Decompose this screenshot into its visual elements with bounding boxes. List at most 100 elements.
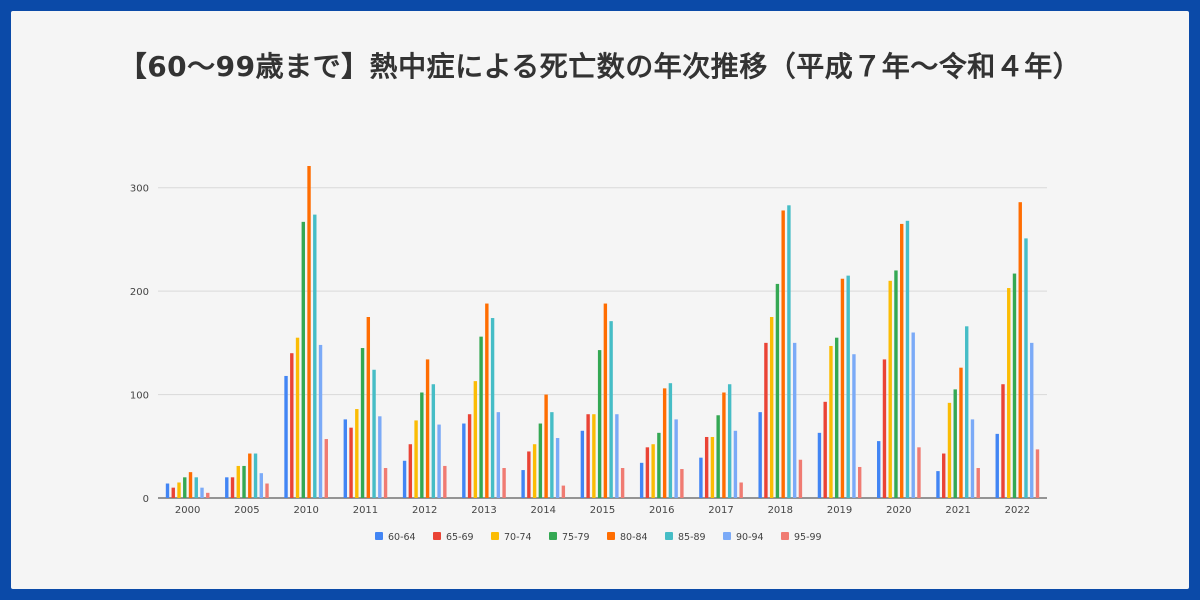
bar-65-69-2014 xyxy=(527,451,531,498)
bar-60-64-2016 xyxy=(639,462,644,498)
legend-item-70-74[interactable]: 70-74 xyxy=(491,532,532,543)
bar-85-89-2011 xyxy=(372,369,376,498)
x-tick-label: 2021 xyxy=(945,505,970,516)
bar-60-64-2015 xyxy=(580,430,585,498)
bar-80-84-2010 xyxy=(307,165,311,499)
chart-area: 0 100 200 300 2000 2005 2010 2011 2012 2013 2014 2… xyxy=(11,11,1189,589)
bar-70-74-2014 xyxy=(532,444,537,498)
x-tick-label: 2010 xyxy=(293,505,318,516)
bar-65-69-2012 xyxy=(408,444,413,498)
legend-swatch xyxy=(549,532,557,540)
bar-85-89-2017 xyxy=(727,384,732,498)
x-tick-label: 2014 xyxy=(531,505,556,516)
bar-95-99-2015 xyxy=(620,468,625,498)
bar-65-69-2016 xyxy=(645,447,650,498)
bar-60-64-2017 xyxy=(699,457,703,498)
legend-swatch xyxy=(781,532,789,540)
bar-60-64-2014 xyxy=(521,470,525,498)
legend-label: 95-99 xyxy=(794,532,822,543)
bar-75-79-2014 xyxy=(538,423,543,498)
bar-70-74-2012 xyxy=(414,420,418,498)
bar-70-74-2011 xyxy=(355,409,359,498)
x-tick-label: 2018 xyxy=(768,505,793,516)
legend-swatch xyxy=(375,532,383,540)
bar-70-74-2018 xyxy=(769,317,774,498)
bar-85-89-2015 xyxy=(609,321,613,498)
bar-75-79-2013 xyxy=(479,336,483,498)
bar-95-99-2022 xyxy=(1035,449,1040,498)
x-axis: 2000 2005 2010 2011 2012 2013 2014 2015 2016 2017… xyxy=(175,505,1030,516)
bar-80-84-2015 xyxy=(603,303,608,498)
legend-label: 80-84 xyxy=(620,532,648,543)
y-tick-label: 100 xyxy=(130,391,149,402)
bar-95-99-2016 xyxy=(680,469,684,498)
x-tick-label: 2015 xyxy=(590,505,615,516)
bar-70-74-2020 xyxy=(888,280,892,498)
bar-70-74-2017 xyxy=(710,436,715,498)
bar-95-99-2019 xyxy=(857,466,862,498)
legend-item-95-99[interactable]: 95-99 xyxy=(781,532,822,543)
bar-90-94-2021 xyxy=(970,419,975,498)
bar-85-89-2000 xyxy=(194,477,198,498)
bar-85-89-2022 xyxy=(1024,238,1028,498)
bar-75-79-2021 xyxy=(953,389,957,498)
gridlines xyxy=(158,187,1047,499)
bar-60-64-2018 xyxy=(758,412,762,498)
legend: 60-64 65-69 70-74 75-79 80-84 85-89 90-94 95-99 xyxy=(375,532,822,543)
bar-75-79-2015 xyxy=(597,350,602,498)
bar-80-84-2021 xyxy=(959,367,963,498)
bar-70-74-2013 xyxy=(473,381,478,498)
bar-90-94-2011 xyxy=(378,416,382,498)
bar-95-99-2013 xyxy=(502,468,506,498)
bar-90-94-2013 xyxy=(496,412,501,498)
legend-swatch xyxy=(723,532,731,540)
bar-90-94-2015 xyxy=(615,414,619,498)
legend-label: 70-74 xyxy=(504,532,532,543)
bar-70-74-2000 xyxy=(177,482,181,498)
bar-60-64-2010 xyxy=(284,375,288,498)
bar-95-99-2010 xyxy=(324,439,328,498)
bar-80-84-2016 xyxy=(662,388,667,498)
x-tick-label: 2017 xyxy=(708,505,733,516)
bar-95-99-2014 xyxy=(561,485,566,498)
bar-65-69-2015 xyxy=(586,414,590,498)
x-tick-label: 2000 xyxy=(175,505,200,516)
legend-swatch xyxy=(433,532,441,540)
bar-90-94-2018 xyxy=(792,342,797,498)
legend-item-75-79[interactable]: 75-79 xyxy=(549,532,590,543)
bar-80-84-2018 xyxy=(781,210,785,498)
x-tick-label: 2019 xyxy=(827,505,852,516)
bar-90-94-2016 xyxy=(674,419,678,498)
legend-item-85-89[interactable]: 85-89 xyxy=(665,532,706,543)
legend-item-90-94[interactable]: 90-94 xyxy=(723,532,764,543)
bar-85-89-2010 xyxy=(313,214,317,499)
bar-80-84-2005 xyxy=(248,453,252,498)
x-tick-label: 2011 xyxy=(353,505,378,516)
bar-60-64-2011 xyxy=(343,419,348,498)
legend-item-80-84[interactable]: 80-84 xyxy=(607,532,648,543)
bar-70-74-2015 xyxy=(592,414,596,498)
y-tick-label: 200 xyxy=(130,287,149,298)
legend-label: 60-64 xyxy=(388,532,416,543)
bar-70-74-2005 xyxy=(236,465,240,498)
x-tick-label: 2020 xyxy=(886,505,911,516)
bar-75-79-2005 xyxy=(242,465,246,498)
bar-80-84-2014 xyxy=(544,394,548,498)
bar-95-99-2017 xyxy=(739,482,743,498)
bar-85-89-2013 xyxy=(490,318,495,498)
bar-60-64-2000 xyxy=(165,483,170,498)
bar-65-69-2022 xyxy=(1001,384,1005,498)
bar-60-64-2013 xyxy=(462,423,466,498)
bar-90-94-2012 xyxy=(437,424,441,498)
bar-75-79-2019 xyxy=(834,337,839,498)
bar-80-84-2012 xyxy=(425,359,430,498)
bar-90-94-2005 xyxy=(259,473,263,498)
legend-item-60-64[interactable]: 60-64 xyxy=(375,532,416,543)
legend-swatch xyxy=(491,532,499,540)
bar-75-79-2022 xyxy=(1012,273,1017,498)
bar-60-64-2005 xyxy=(225,477,229,498)
legend-item-65-69[interactable]: 65-69 xyxy=(433,532,474,543)
bar-95-99-2000 xyxy=(206,492,210,498)
